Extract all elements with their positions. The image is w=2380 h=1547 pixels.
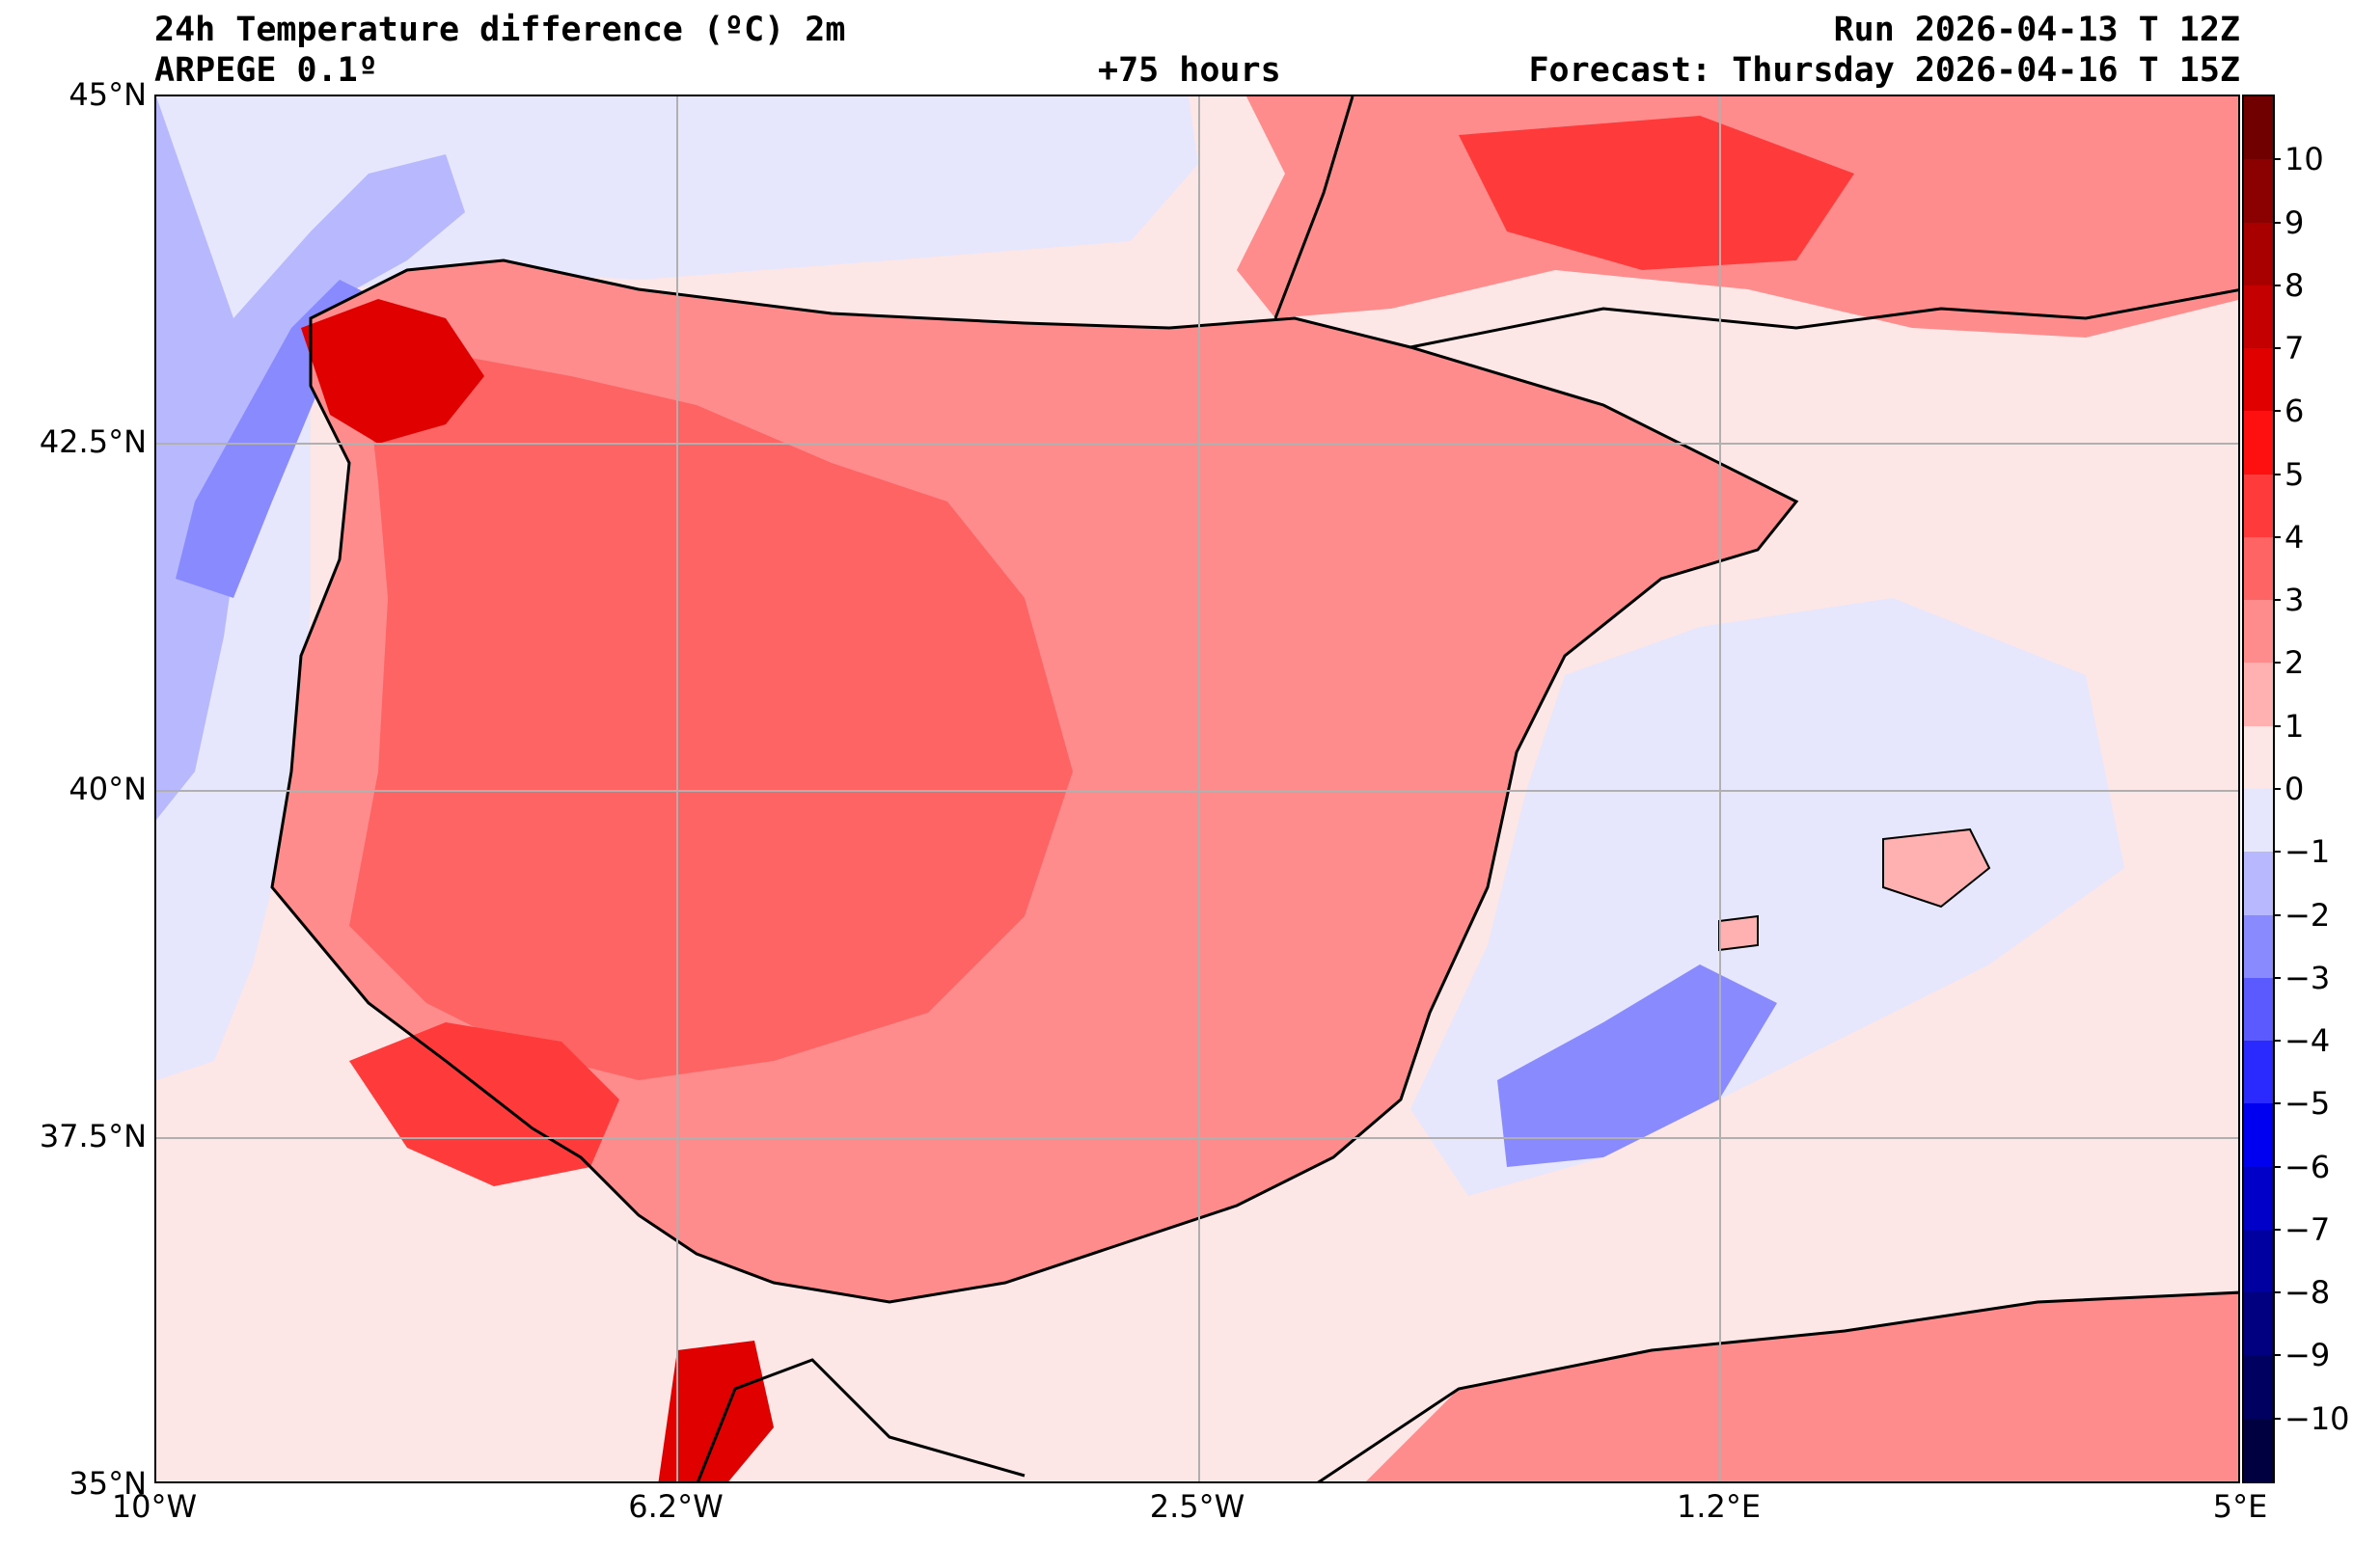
lon-tick-label: 10°W (111, 1488, 198, 1525)
colorbar-segment (2244, 914, 2273, 979)
colorbar-tick-label: 8 (2284, 266, 2305, 304)
gibraltar-hot (658, 1341, 774, 1481)
colorbar-segment (2244, 536, 2273, 602)
colorbar-segment (2244, 1292, 2273, 1357)
france-coastline (1273, 96, 2238, 349)
colorbar-tick (2273, 724, 2281, 727)
colorbar-tick-label: −2 (2284, 896, 2331, 934)
colorbar-tick (2273, 1228, 2281, 1231)
france-hot (1459, 116, 1854, 270)
colorbar-segment (2244, 977, 2273, 1043)
colorbar-segment (2244, 222, 2273, 286)
graticule (156, 96, 2238, 1481)
colorbar-tick-label: 2 (2284, 644, 2305, 682)
colorbar-tick (2273, 535, 2281, 538)
colorbar-segment (2244, 1041, 2273, 1105)
iberia-hot-core (349, 357, 1073, 1080)
atlantic-cool-zone-2 (156, 96, 465, 820)
map-panel (154, 95, 2240, 1483)
colorbar-segment (2244, 1103, 2273, 1168)
atlantic-cool-zone (156, 96, 1198, 1080)
galicia-hot-spot (301, 299, 484, 444)
andalusia-hot-spot (349, 1022, 619, 1186)
colorbar-tick (2273, 1291, 2281, 1294)
colorbar-tick (2273, 1040, 2281, 1043)
lon-tick-label: 5°E (2212, 1488, 2268, 1525)
north-africa-warm (1366, 1292, 2238, 1481)
colorbar-tick-label: −6 (2284, 1148, 2331, 1185)
colorbar-segment (2244, 348, 2273, 413)
colorbar-tick-label: 1 (2284, 707, 2305, 745)
colorbar-segment (2244, 285, 2273, 350)
colorbar-tick (2273, 599, 2281, 602)
colorbar-tick (2273, 788, 2281, 790)
colorbar-tick (2273, 1165, 2281, 1168)
colorbar-segment (2244, 663, 2273, 727)
colorbar-segment (2244, 1229, 2273, 1294)
colorbar-segment (2244, 411, 2273, 475)
colorbar-tick-label: 0 (2284, 771, 2305, 807)
colorbar-tick-label: 10 (2284, 141, 2324, 178)
colorbar-tick (2273, 347, 2281, 350)
africa-coastline (696, 1290, 2238, 1481)
lat-tick-label: 42.5°N (39, 423, 147, 460)
model-label: ARPEGE 0.1º (154, 51, 378, 90)
colorbar-segment (2244, 1355, 2273, 1420)
colorbar-segment (2244, 789, 2273, 854)
lat-tick-label: 37.5°N (39, 1118, 147, 1154)
lat-tick-label: 40°N (68, 771, 147, 807)
colorbar-tick (2273, 158, 2281, 161)
run-label: Run 2026-04-13 T 12Z (1833, 11, 2240, 49)
colorbar-tick-label: −4 (2284, 1022, 2331, 1060)
colorbar-tick-label: 5 (2284, 455, 2305, 493)
forecast-label: Forecast: Thursday 2026-04-16 T 15Z (1528, 51, 2240, 90)
colorbar-segment (2244, 1418, 2273, 1482)
ibiza-island (1718, 914, 1759, 952)
colorbar-tick-label: 4 (2284, 518, 2305, 556)
lon-tick-label: 2.5°W (1149, 1488, 1245, 1525)
lon-tick-label: 1.2°E (1676, 1488, 1762, 1525)
colorbar-tick-label: 6 (2284, 393, 2305, 430)
colorbar-tick-label: 3 (2284, 582, 2305, 619)
colorbar-tick (2273, 1417, 2281, 1420)
colorbar-segment (2244, 159, 2273, 224)
mallorca-island (1882, 828, 1991, 909)
colorbar (2242, 95, 2275, 1483)
colorbar-segment (2244, 852, 2273, 916)
colorbar-segment (2244, 474, 2273, 538)
colorbar-segment (2244, 600, 2273, 665)
colorbar-tick (2273, 284, 2281, 286)
colorbar-tick-label: 9 (2284, 204, 2305, 241)
colorbar-tick (2273, 410, 2281, 413)
colorbar-tick (2273, 221, 2281, 224)
colorbar-tick-label: −7 (2284, 1210, 2331, 1248)
colorbar-tick-label: 7 (2284, 330, 2305, 367)
lat-tick-label: 45°N (68, 76, 147, 113)
coastline (270, 258, 1799, 1304)
colorbar-tick-label: −8 (2284, 1274, 2331, 1312)
colorbar-tick (2273, 976, 2281, 979)
colorbar-segment (2244, 96, 2273, 161)
colorbar-segment (2244, 725, 2273, 790)
colorbar-tick (2273, 1102, 2281, 1105)
colorbar-tick-label: −9 (2284, 1337, 2331, 1374)
lon-tick-label: 6.2°W (628, 1488, 724, 1525)
map-title: 24h Temperature difference (ºC) 2m (154, 11, 846, 49)
colorbar-tick-label: −10 (2284, 1399, 2350, 1437)
colorbar-tick (2273, 1354, 2281, 1357)
med-cool-core (1497, 964, 1777, 1167)
colorbar-tick-label: −5 (2284, 1085, 2331, 1123)
colorbar-tick (2273, 473, 2281, 475)
colorbar-tick-label: −1 (2284, 833, 2331, 871)
colorbar-tick (2273, 662, 2281, 665)
colorbar-tick-label: −3 (2284, 959, 2331, 996)
lat-tick-label: 35°N (68, 1465, 147, 1502)
colorbar-segment (2244, 1166, 2273, 1231)
lead-time-label: +75 hours (1098, 51, 1281, 90)
colorbar-tick (2273, 851, 2281, 854)
temperature-map (156, 96, 2238, 1481)
colorbar-tick (2273, 913, 2281, 916)
